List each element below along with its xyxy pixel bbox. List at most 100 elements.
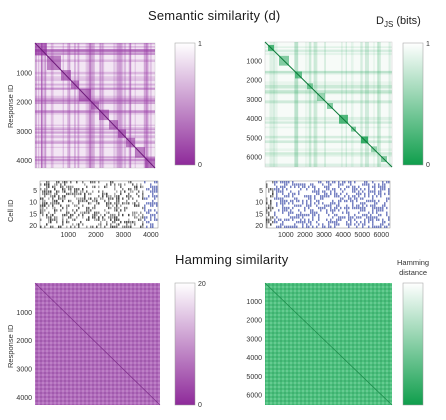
raster-cell xyxy=(316,225,318,228)
raster-cell xyxy=(374,190,376,193)
raster-cell xyxy=(70,199,72,203)
raster-cell xyxy=(380,192,382,196)
raster-cell xyxy=(114,216,116,219)
raster-cell xyxy=(84,199,86,203)
raster-cell xyxy=(372,211,374,214)
raster-cell xyxy=(296,183,298,186)
raster-cell xyxy=(332,211,334,214)
raster-cell xyxy=(276,216,278,219)
raster-cell xyxy=(120,220,122,224)
raster-cell xyxy=(376,216,378,219)
raster-cell xyxy=(152,185,154,189)
raster-cell xyxy=(82,213,84,217)
raster-cell xyxy=(136,183,138,186)
raster-cell xyxy=(372,199,374,203)
raster-cell xyxy=(274,183,276,186)
raster-cell xyxy=(126,220,128,224)
cell-raster-left-ytick: 10 xyxy=(29,200,37,207)
raster-cell xyxy=(74,188,76,191)
heatmap-stripe xyxy=(41,43,43,168)
semantic-purple-ytick: 2000 xyxy=(16,100,32,107)
raster-cell xyxy=(318,188,320,191)
raster-cell xyxy=(140,211,142,214)
raster-cell xyxy=(340,199,342,203)
raster-cell xyxy=(114,225,116,228)
raster-cell xyxy=(148,211,150,214)
raster-cell xyxy=(152,225,154,228)
raster-cell xyxy=(282,223,284,226)
raster-cell xyxy=(48,181,50,184)
semantic-purple-ytick: 4000 xyxy=(16,158,32,165)
raster-cell xyxy=(268,211,270,214)
heatmap-stripe xyxy=(43,43,45,168)
raster-cell xyxy=(92,225,94,228)
raster-cell xyxy=(384,188,386,191)
raster-cell xyxy=(98,195,100,198)
raster-cell xyxy=(44,183,46,186)
raster-cell xyxy=(124,225,126,228)
raster-cell xyxy=(78,197,80,200)
raster-cell xyxy=(290,209,292,212)
raster-cell xyxy=(364,202,366,205)
heatmap-stripe xyxy=(146,43,149,168)
heatmap-stripe xyxy=(35,46,155,48)
raster-cell xyxy=(300,211,302,214)
cell-raster-right-xtick: 5000 xyxy=(354,232,370,239)
raster-cell xyxy=(276,190,278,193)
raster-cell xyxy=(136,199,138,203)
raster-cell xyxy=(126,225,128,228)
raster-cell xyxy=(142,206,144,210)
raster-cell xyxy=(52,218,54,221)
raster-cell xyxy=(314,202,316,205)
raster-cell xyxy=(110,206,112,210)
raster-cell xyxy=(308,206,310,210)
raster-cell xyxy=(354,185,356,189)
raster-cell xyxy=(58,225,60,228)
raster-cell xyxy=(336,206,338,210)
raster-cell xyxy=(88,192,90,196)
raster-cell xyxy=(328,223,330,226)
raster-cell xyxy=(82,199,84,203)
raster-cell xyxy=(86,225,88,228)
raster-cell xyxy=(362,206,364,210)
raster-cell xyxy=(132,197,134,200)
raster-cell xyxy=(80,220,82,224)
raster-cell xyxy=(142,192,144,196)
raster-cell xyxy=(150,204,152,207)
raster-cell xyxy=(328,220,330,224)
raster-cell xyxy=(126,199,128,203)
raster-cell xyxy=(276,192,278,196)
raster-cell xyxy=(294,216,296,219)
raster-cell xyxy=(314,190,316,193)
raster-cell xyxy=(86,185,88,189)
raster-cell xyxy=(78,225,80,228)
raster-cell xyxy=(340,188,342,191)
heatmap-stripe xyxy=(379,42,381,167)
raster-cell xyxy=(62,199,64,203)
raster-cell xyxy=(152,199,154,203)
raster-cell xyxy=(92,199,94,203)
raster-cell xyxy=(128,192,130,196)
raster-cell xyxy=(116,225,118,228)
raster-cell xyxy=(326,204,328,207)
raster-cell xyxy=(144,181,146,184)
hamming-green-colorbar xyxy=(402,282,424,406)
raster-cell xyxy=(66,192,68,196)
raster-cell xyxy=(308,218,310,221)
raster-cell xyxy=(310,204,312,207)
raster-cell xyxy=(356,197,358,200)
raster-cell xyxy=(382,181,384,184)
raster-cell xyxy=(150,209,152,212)
raster-cell xyxy=(90,192,92,196)
raster-cell xyxy=(284,199,286,203)
raster-cell xyxy=(312,185,314,189)
raster-cell xyxy=(116,199,118,203)
raster-cell xyxy=(118,211,120,214)
raster-cell xyxy=(114,192,116,196)
heatmap-stripe xyxy=(265,100,392,104)
raster-cell xyxy=(278,218,280,221)
raster-cell xyxy=(318,199,320,203)
raster-cell xyxy=(376,211,378,214)
raster-cell xyxy=(284,195,286,198)
raster-cell xyxy=(154,209,156,212)
